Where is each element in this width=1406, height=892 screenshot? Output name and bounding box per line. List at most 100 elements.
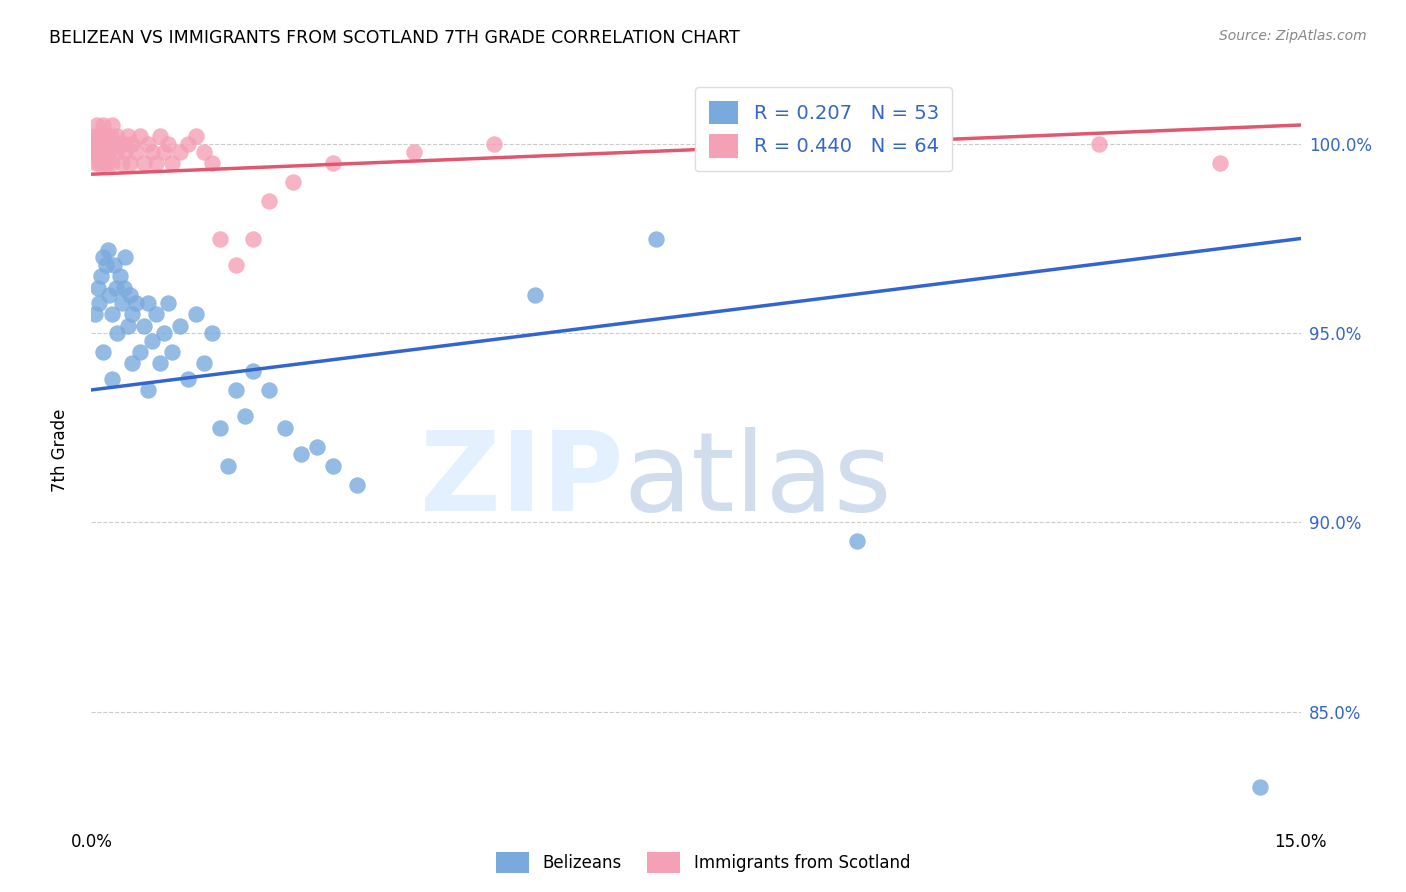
Point: [141, 334, 163, 348]
Point: [112, 136, 135, 151]
Point: [290, 447, 312, 461]
Point: [322, 458, 344, 473]
Y-axis label: 7th Grade: 7th Grade: [51, 409, 69, 492]
Point: [111, 296, 134, 310]
Point: [96, 136, 118, 151]
Point: [100, 129, 122, 144]
Legend: R = 0.207   N = 53, R = 0.440   N = 64: R = 0.207 N = 53, R = 0.440 N = 64: [695, 87, 952, 171]
Point: [523, 288, 546, 302]
Point: [136, 136, 159, 151]
Point: [153, 326, 176, 340]
Point: [87, 136, 110, 151]
Legend: Belizeans, Immigrants from Scotland: Belizeans, Immigrants from Scotland: [489, 846, 917, 880]
Point: [225, 383, 247, 397]
Point: [96, 243, 118, 257]
Point: [94, 145, 117, 159]
Point: [103, 258, 125, 272]
Point: [209, 231, 232, 245]
Point: [96, 156, 118, 170]
Point: [103, 136, 125, 151]
Point: [89, 156, 111, 170]
Point: [120, 288, 142, 302]
Point: [117, 129, 139, 144]
Point: [93, 345, 115, 359]
Point: [105, 129, 128, 144]
Point: [177, 136, 200, 151]
Point: [120, 156, 142, 170]
Point: [209, 421, 232, 435]
Point: [156, 296, 179, 310]
Point: [111, 156, 134, 170]
Point: [104, 145, 127, 159]
Point: [160, 345, 183, 359]
Point: [169, 145, 191, 159]
Point: [484, 136, 506, 151]
Point: [100, 307, 122, 321]
Point: [86, 118, 108, 132]
Point: [136, 383, 159, 397]
Point: [160, 156, 183, 170]
Point: [87, 129, 110, 144]
Point: [1088, 136, 1111, 151]
Point: [136, 296, 159, 310]
Point: [121, 136, 143, 151]
Point: [101, 156, 124, 170]
Point: [225, 258, 247, 272]
Point: [98, 288, 121, 302]
Point: [242, 364, 264, 378]
Point: [83, 129, 105, 144]
Point: [112, 281, 135, 295]
Point: [108, 136, 131, 151]
Point: [201, 326, 224, 340]
Point: [233, 409, 256, 424]
Point: [281, 175, 304, 189]
Point: [87, 281, 110, 295]
Point: [217, 458, 239, 473]
Point: [84, 136, 107, 151]
Point: [94, 129, 117, 144]
Point: [145, 156, 167, 170]
Point: [89, 145, 111, 159]
Point: [100, 118, 122, 132]
Point: [186, 129, 208, 144]
Point: [193, 356, 215, 370]
Point: [1209, 156, 1232, 170]
Point: [156, 136, 179, 151]
Point: [186, 307, 208, 321]
Point: [82, 145, 104, 159]
Text: ZIP: ZIP: [420, 427, 623, 534]
Point: [90, 129, 112, 144]
Point: [193, 145, 215, 159]
Point: [242, 231, 264, 245]
Point: [1249, 780, 1271, 795]
Point: [121, 307, 143, 321]
Point: [128, 345, 150, 359]
Point: [128, 129, 150, 144]
Point: [145, 307, 167, 321]
Point: [104, 281, 127, 295]
Point: [149, 356, 172, 370]
Point: [149, 129, 172, 144]
Text: Source: ZipAtlas.com: Source: ZipAtlas.com: [1219, 29, 1367, 43]
Point: [125, 296, 148, 310]
Point: [94, 145, 117, 159]
Text: BELIZEAN VS IMMIGRANTS FROM SCOTLAND 7TH GRADE CORRELATION CHART: BELIZEAN VS IMMIGRANTS FROM SCOTLAND 7TH…: [49, 29, 740, 46]
Point: [177, 371, 200, 385]
Point: [114, 145, 136, 159]
Point: [90, 269, 112, 284]
Point: [121, 356, 143, 370]
Point: [84, 307, 107, 321]
Point: [644, 231, 666, 245]
Point: [108, 269, 131, 284]
Point: [91, 156, 114, 170]
Point: [257, 383, 280, 397]
Point: [114, 251, 136, 265]
Point: [90, 136, 112, 151]
Point: [87, 136, 110, 151]
Point: [274, 421, 297, 435]
Point: [90, 145, 112, 159]
Point: [93, 156, 115, 170]
Point: [141, 145, 163, 159]
Point: [132, 156, 155, 170]
Point: [91, 118, 114, 132]
